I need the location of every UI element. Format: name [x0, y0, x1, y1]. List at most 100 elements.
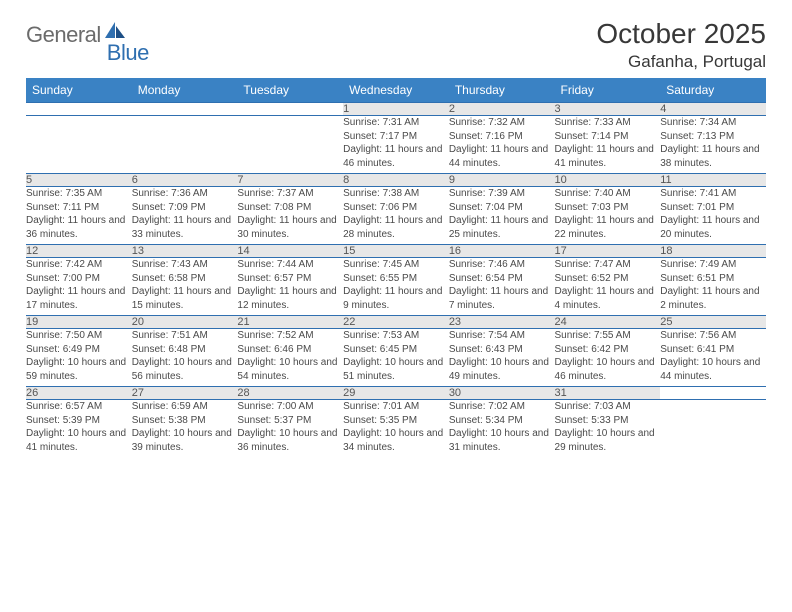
sunset-text: Sunset: 7:04 PM	[449, 201, 555, 215]
day-number-cell: 13	[132, 245, 238, 258]
sunset-text: Sunset: 6:52 PM	[555, 272, 661, 286]
day-number-cell: 1	[343, 103, 449, 116]
day-number-cell: 10	[555, 174, 661, 187]
weekday-header-row: Sunday Monday Tuesday Wednesday Thursday…	[26, 78, 766, 103]
day-number-cell: 21	[237, 316, 343, 329]
sunset-text: Sunset: 5:34 PM	[449, 414, 555, 428]
sunset-text: Sunset: 6:57 PM	[237, 272, 343, 286]
day-detail-cell: Sunrise: 7:02 AMSunset: 5:34 PMDaylight:…	[449, 400, 555, 458]
sunset-text: Sunset: 5:37 PM	[237, 414, 343, 428]
daylight-text: Daylight: 10 hours and 49 minutes.	[449, 356, 555, 383]
sunrise-text: Sunrise: 7:55 AM	[555, 329, 661, 343]
daylight-text: Daylight: 11 hours and 44 minutes.	[449, 143, 555, 170]
sunset-text: Sunset: 7:08 PM	[237, 201, 343, 215]
title-block: October 2025 Gafanha, Portugal	[596, 18, 766, 72]
sunset-text: Sunset: 6:48 PM	[132, 343, 238, 357]
day-detail-cell: Sunrise: 7:39 AMSunset: 7:04 PMDaylight:…	[449, 187, 555, 245]
daylight-text: Daylight: 10 hours and 51 minutes.	[343, 356, 449, 383]
sunrise-text: Sunrise: 6:59 AM	[132, 400, 238, 414]
day-number-cell: 20	[132, 316, 238, 329]
sunset-text: Sunset: 6:43 PM	[449, 343, 555, 357]
sunset-text: Sunset: 5:35 PM	[343, 414, 449, 428]
sunrise-text: Sunrise: 7:54 AM	[449, 329, 555, 343]
sunset-text: Sunset: 7:16 PM	[449, 130, 555, 144]
day-detail-cell: Sunrise: 7:47 AMSunset: 6:52 PMDaylight:…	[555, 258, 661, 316]
sunset-text: Sunset: 6:46 PM	[237, 343, 343, 357]
daylight-text: Daylight: 11 hours and 20 minutes.	[660, 214, 766, 241]
day-number-cell	[237, 103, 343, 116]
sunset-text: Sunset: 7:06 PM	[343, 201, 449, 215]
sunset-text: Sunset: 7:01 PM	[660, 201, 766, 215]
day-detail-cell: Sunrise: 7:01 AMSunset: 5:35 PMDaylight:…	[343, 400, 449, 458]
day-number-cell: 3	[555, 103, 661, 116]
day-number-cell: 4	[660, 103, 766, 116]
daylight-text: Daylight: 10 hours and 54 minutes.	[237, 356, 343, 383]
sunrise-text: Sunrise: 7:52 AM	[237, 329, 343, 343]
day-detail-cell: Sunrise: 7:37 AMSunset: 7:08 PMDaylight:…	[237, 187, 343, 245]
day-detail-cell: Sunrise: 7:44 AMSunset: 6:57 PMDaylight:…	[237, 258, 343, 316]
daylight-text: Daylight: 10 hours and 41 minutes.	[26, 427, 132, 454]
day-number-cell: 29	[343, 387, 449, 400]
daylight-text: Daylight: 10 hours and 44 minutes.	[660, 356, 766, 383]
sunrise-text: Sunrise: 7:38 AM	[343, 187, 449, 201]
sunset-text: Sunset: 7:00 PM	[26, 272, 132, 286]
daylight-text: Daylight: 11 hours and 22 minutes.	[555, 214, 661, 241]
daylight-text: Daylight: 10 hours and 29 minutes.	[555, 427, 661, 454]
day-detail-cell: Sunrise: 6:59 AMSunset: 5:38 PMDaylight:…	[132, 400, 238, 458]
day-detail-cell: Sunrise: 7:49 AMSunset: 6:51 PMDaylight:…	[660, 258, 766, 316]
sunset-text: Sunset: 7:13 PM	[660, 130, 766, 144]
day-detail-cell: Sunrise: 7:55 AMSunset: 6:42 PMDaylight:…	[555, 329, 661, 387]
sunset-text: Sunset: 6:55 PM	[343, 272, 449, 286]
sunrise-text: Sunrise: 7:53 AM	[343, 329, 449, 343]
daylight-text: Daylight: 10 hours and 46 minutes.	[555, 356, 661, 383]
sunrise-text: Sunrise: 7:32 AM	[449, 116, 555, 130]
sunrise-text: Sunrise: 7:51 AM	[132, 329, 238, 343]
weekday-sunday: Sunday	[26, 78, 132, 103]
sunrise-text: Sunrise: 7:46 AM	[449, 258, 555, 272]
logo-text-general: General	[26, 22, 101, 48]
day-detail-cell: Sunrise: 7:36 AMSunset: 7:09 PMDaylight:…	[132, 187, 238, 245]
sunrise-text: Sunrise: 7:02 AM	[449, 400, 555, 414]
day-detail-cell: Sunrise: 7:33 AMSunset: 7:14 PMDaylight:…	[555, 116, 661, 174]
sunrise-text: Sunrise: 7:45 AM	[343, 258, 449, 272]
daylight-text: Daylight: 11 hours and 7 minutes.	[449, 285, 555, 312]
day-detail-cell: Sunrise: 7:54 AMSunset: 6:43 PMDaylight:…	[449, 329, 555, 387]
day-detail-cell	[660, 400, 766, 458]
sunrise-text: Sunrise: 6:57 AM	[26, 400, 132, 414]
daylight-text: Daylight: 10 hours and 34 minutes.	[343, 427, 449, 454]
daylight-text: Daylight: 11 hours and 9 minutes.	[343, 285, 449, 312]
daylight-text: Daylight: 11 hours and 30 minutes.	[237, 214, 343, 241]
weekday-thursday: Thursday	[449, 78, 555, 103]
daylight-text: Daylight: 11 hours and 4 minutes.	[555, 285, 661, 312]
daylight-text: Daylight: 10 hours and 36 minutes.	[237, 427, 343, 454]
sunset-text: Sunset: 6:58 PM	[132, 272, 238, 286]
daylight-text: Daylight: 11 hours and 28 minutes.	[343, 214, 449, 241]
daynum-row: 1234	[26, 103, 766, 116]
day-number-cell: 8	[343, 174, 449, 187]
sunset-text: Sunset: 7:17 PM	[343, 130, 449, 144]
sunrise-text: Sunrise: 7:56 AM	[660, 329, 766, 343]
day-number-cell: 2	[449, 103, 555, 116]
day-number-cell: 23	[449, 316, 555, 329]
day-number-cell: 9	[449, 174, 555, 187]
daylight-text: Daylight: 11 hours and 17 minutes.	[26, 285, 132, 312]
weekday-wednesday: Wednesday	[343, 78, 449, 103]
day-number-cell	[132, 103, 238, 116]
daylight-text: Daylight: 10 hours and 59 minutes.	[26, 356, 132, 383]
daylight-text: Daylight: 11 hours and 46 minutes.	[343, 143, 449, 170]
day-number-cell: 14	[237, 245, 343, 258]
day-detail-cell: Sunrise: 7:46 AMSunset: 6:54 PMDaylight:…	[449, 258, 555, 316]
header: General Blue October 2025 Gafanha, Portu…	[26, 18, 766, 72]
sunset-text: Sunset: 6:42 PM	[555, 343, 661, 357]
day-number-cell: 18	[660, 245, 766, 258]
day-detail-cell: Sunrise: 7:42 AMSunset: 7:00 PMDaylight:…	[26, 258, 132, 316]
calendar-table: Sunday Monday Tuesday Wednesday Thursday…	[26, 78, 766, 458]
day-number-cell: 27	[132, 387, 238, 400]
day-detail-cell: Sunrise: 7:43 AMSunset: 6:58 PMDaylight:…	[132, 258, 238, 316]
daylight-text: Daylight: 10 hours and 31 minutes.	[449, 427, 555, 454]
sunset-text: Sunset: 7:11 PM	[26, 201, 132, 215]
daylight-text: Daylight: 10 hours and 56 minutes.	[132, 356, 238, 383]
day-detail-cell: Sunrise: 7:53 AMSunset: 6:45 PMDaylight:…	[343, 329, 449, 387]
sunrise-text: Sunrise: 7:33 AM	[555, 116, 661, 130]
detail-row: Sunrise: 7:31 AMSunset: 7:17 PMDaylight:…	[26, 116, 766, 174]
